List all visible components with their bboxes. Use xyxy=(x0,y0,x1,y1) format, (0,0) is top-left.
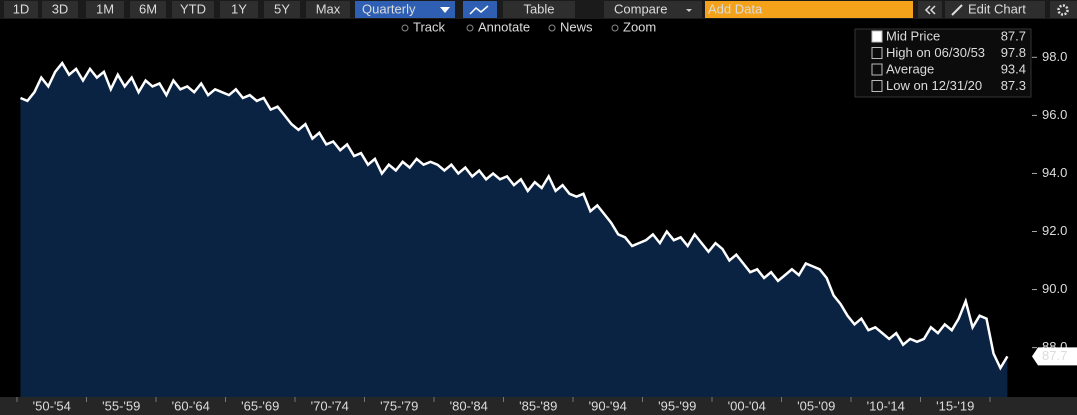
tool-label[interactable]: Annotate xyxy=(478,19,530,34)
range-label: 5Y xyxy=(274,1,290,16)
tool-label[interactable]: Track xyxy=(413,19,446,34)
area xyxy=(20,63,1008,397)
range-button[interactable] xyxy=(264,1,300,18)
tool-icon xyxy=(401,24,409,32)
range-button[interactable] xyxy=(86,1,124,18)
x-tick-label: '05-'09 xyxy=(797,398,835,413)
x-axis-bar xyxy=(0,397,1077,415)
tool-icon xyxy=(466,24,474,32)
y-tick-label: 96.0 xyxy=(1042,107,1067,122)
x-tick-label: '55-'59 xyxy=(102,398,140,413)
range-button[interactable] xyxy=(220,1,258,18)
compare-arrow xyxy=(686,9,692,12)
last-value-label: 87.7 xyxy=(1042,348,1067,363)
x-tick-label: '15-'19 xyxy=(936,398,974,413)
last-value-tag xyxy=(1032,347,1077,366)
legend-marker xyxy=(871,47,883,59)
tool-icon xyxy=(611,24,619,32)
tool-icon xyxy=(548,24,556,32)
y-tick-label: 90.0 xyxy=(1042,281,1067,296)
y-tick-label: 98.0 xyxy=(1042,49,1067,64)
legend xyxy=(854,28,1032,98)
range-button[interactable] xyxy=(130,1,166,18)
range-label: 6M xyxy=(139,1,157,16)
x-tick-label: '70-'74 xyxy=(311,398,349,413)
collapse-icon xyxy=(924,5,931,15)
x-tick-label: '65-'69 xyxy=(241,398,279,413)
frequency-button[interactable] xyxy=(355,1,455,18)
legend-label: Low on 12/31/20 xyxy=(886,78,982,93)
x-tick-label: '60-'64 xyxy=(172,398,210,413)
edit-chart-button[interactable] xyxy=(945,1,1045,18)
range-button[interactable] xyxy=(306,1,350,18)
tool-label[interactable]: News xyxy=(560,19,593,34)
line xyxy=(20,60,1009,371)
settings-button[interactable] xyxy=(1050,1,1077,18)
compare-label: Compare xyxy=(614,1,667,16)
chart-icon xyxy=(469,5,489,15)
range-label: 1D xyxy=(13,1,30,16)
compare-button[interactable] xyxy=(604,1,702,18)
tool-label[interactable]: Zoom xyxy=(623,19,656,34)
range-label: YTD xyxy=(180,1,206,16)
add-data-placeholder: Add Data xyxy=(708,1,763,16)
range-label: 1Y xyxy=(231,1,247,16)
x-tick-label: '85-'89 xyxy=(519,398,557,413)
legend-marker xyxy=(871,30,883,43)
collapse-icon xyxy=(929,5,936,15)
x-tick-label: '75-'79 xyxy=(380,398,418,413)
frequency-label: Quarterly xyxy=(362,1,416,16)
x-tick-label: '10-'14 xyxy=(867,398,905,413)
range-label: Max xyxy=(316,1,341,16)
legend-value: 87.3 xyxy=(1001,78,1026,93)
x-tick-label: '90-'94 xyxy=(589,398,627,413)
pencil-icon xyxy=(951,4,963,16)
legend-label: Average xyxy=(886,61,934,76)
add-data-input[interactable] xyxy=(705,1,913,18)
legend-marker xyxy=(871,63,883,76)
range-label: 3D xyxy=(52,1,69,16)
legend-marker xyxy=(871,80,883,92)
x-tick-label: '80-'84 xyxy=(450,398,488,413)
dropdown-arrow xyxy=(440,7,450,13)
chart-type-button[interactable] xyxy=(463,1,497,18)
range-label: 1M xyxy=(96,1,114,16)
collapse-button[interactable] xyxy=(918,1,942,18)
gear-icon xyxy=(1057,4,1069,16)
edit-chart-label: Edit Chart xyxy=(968,1,1026,16)
range-button[interactable] xyxy=(4,1,38,18)
x-tick-label: '50-'54 xyxy=(33,398,71,413)
legend-value: 87.7 xyxy=(1001,28,1026,43)
x-tick-label: '00-'04 xyxy=(728,398,766,413)
y-tick-label: 94.0 xyxy=(1042,165,1067,180)
table-label: Table xyxy=(523,1,554,16)
y-tick-label: 92.0 xyxy=(1042,223,1067,238)
table-button[interactable] xyxy=(503,1,575,18)
range-button[interactable] xyxy=(42,1,78,18)
x-tick-label: '95-'99 xyxy=(658,398,696,413)
legend-value: 93.4 xyxy=(1001,61,1026,76)
legend-value: 97.8 xyxy=(1001,45,1026,60)
legend-label: Mid Price xyxy=(886,28,940,43)
legend-label: High on 06/30/53 xyxy=(886,45,985,60)
range-button[interactable] xyxy=(172,1,214,18)
